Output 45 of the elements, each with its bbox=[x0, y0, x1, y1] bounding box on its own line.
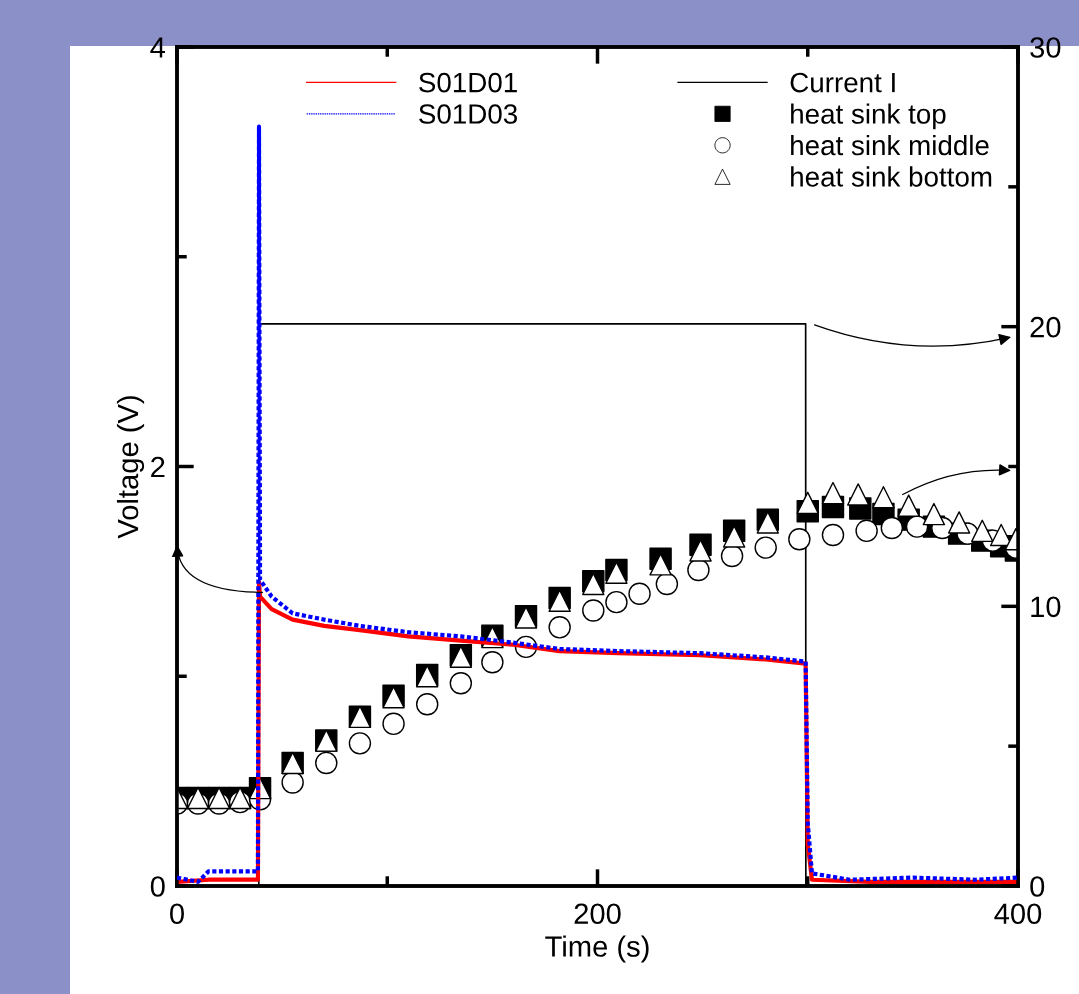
point bbox=[922, 502, 946, 526]
y-tick-label: 2 bbox=[151, 456, 165, 478]
legend-label: S01D01 bbox=[419, 72, 517, 93]
y2-tick-label: 30 bbox=[1030, 37, 1061, 58]
point bbox=[872, 486, 895, 509]
point bbox=[947, 511, 971, 534]
y-tick-label: 4 bbox=[150, 37, 166, 58]
point bbox=[315, 751, 338, 775]
legend-label: Current I bbox=[790, 72, 895, 93]
point bbox=[722, 525, 746, 548]
x-tick-label: 400 bbox=[994, 903, 1042, 925]
legend-label: heat sink middle bbox=[791, 134, 989, 156]
point bbox=[821, 523, 845, 547]
point bbox=[880, 516, 904, 540]
legend-label: heat sink bottom bbox=[791, 166, 992, 187]
point bbox=[605, 590, 628, 614]
y2-tick-label: 0 bbox=[1030, 876, 1045, 897]
point bbox=[971, 519, 994, 543]
point bbox=[905, 515, 929, 538]
x-tick-label: 0 bbox=[170, 903, 184, 925]
point bbox=[415, 692, 439, 716]
point bbox=[796, 491, 819, 515]
point bbox=[754, 536, 777, 559]
x-tick-label: 200 bbox=[574, 903, 621, 925]
point bbox=[689, 539, 712, 562]
point bbox=[855, 519, 878, 543]
point bbox=[582, 599, 605, 622]
y-tick-label: 0 bbox=[150, 876, 165, 897]
point bbox=[821, 481, 845, 505]
point bbox=[382, 712, 405, 736]
point bbox=[449, 672, 473, 695]
point bbox=[348, 732, 372, 755]
y2-tick-label: 10 bbox=[1031, 596, 1061, 618]
point bbox=[481, 651, 504, 674]
y-axis-title: Voltage (V) bbox=[116, 396, 145, 539]
point bbox=[628, 582, 651, 605]
point bbox=[897, 494, 920, 517]
point bbox=[788, 527, 811, 551]
legend-label: heat sink top bbox=[791, 103, 946, 130]
x-axis-title: Time (s) bbox=[545, 935, 649, 963]
point bbox=[649, 553, 672, 576]
point bbox=[548, 616, 571, 639]
y2-tick-label: 20 bbox=[1030, 316, 1061, 338]
point bbox=[846, 483, 870, 506]
legend-label: S01D03 bbox=[419, 104, 518, 124]
